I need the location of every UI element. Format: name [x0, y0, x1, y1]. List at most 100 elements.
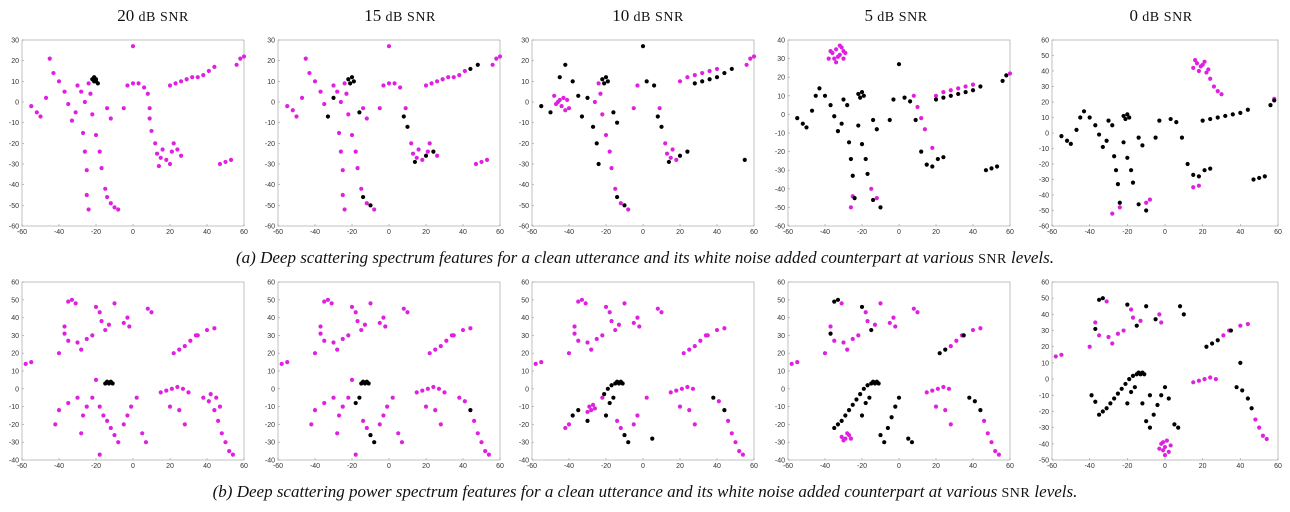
- noisy-point: [698, 338, 703, 343]
- noisy-point: [1115, 331, 1121, 336]
- clean-point: [611, 110, 616, 115]
- noisy-point: [23, 361, 28, 366]
- clean-point: [652, 83, 657, 88]
- noisy-point: [911, 93, 916, 98]
- clean-point: [650, 436, 655, 441]
- noisy-point: [635, 315, 640, 320]
- y-tick-label: 0: [15, 386, 19, 393]
- noisy-point: [1110, 341, 1115, 346]
- y-tick-label: 50: [1041, 53, 1049, 60]
- noisy-point: [84, 336, 89, 342]
- y-tick-label: -10: [265, 120, 275, 127]
- noisy-point: [186, 390, 191, 395]
- y-tick-label: -60: [775, 224, 785, 231]
- clean-point: [804, 125, 809, 130]
- noisy-point: [839, 301, 844, 306]
- noisy-point: [175, 384, 180, 390]
- noisy-point: [644, 395, 649, 400]
- y-tick-label: 30: [1041, 328, 1049, 335]
- noisy-point: [344, 91, 349, 96]
- noisy-point: [149, 128, 154, 134]
- noisy-point: [714, 327, 720, 333]
- noisy-point: [1053, 354, 1058, 359]
- noisy-point: [948, 88, 953, 93]
- clean-point: [1093, 326, 1098, 332]
- x-tick-label: -20: [601, 463, 611, 470]
- noisy-point: [381, 413, 386, 418]
- clean-point: [95, 81, 100, 86]
- y-tick-label: 0: [15, 100, 19, 107]
- noisy-point: [919, 116, 924, 121]
- noisy-point: [473, 161, 479, 167]
- clean-point: [93, 77, 99, 82]
- y-tick-label: -10: [519, 404, 529, 411]
- y-tick-label: 20: [267, 58, 275, 65]
- noisy-point: [438, 422, 443, 427]
- noisy-point: [948, 422, 953, 427]
- noisy-point: [607, 310, 612, 315]
- noisy-point: [1168, 443, 1173, 448]
- noisy-point: [121, 320, 126, 326]
- clean-point: [924, 162, 929, 167]
- y-tick-label: 0: [781, 112, 785, 119]
- y-tick-label: -20: [1039, 162, 1049, 169]
- clean-point: [615, 120, 620, 125]
- noisy-point: [751, 54, 757, 59]
- clean-point: [1132, 385, 1137, 390]
- y-tick-label: 0: [525, 386, 529, 393]
- clean-point: [1138, 372, 1143, 377]
- noisy-point: [335, 347, 340, 352]
- noisy-point: [69, 118, 75, 123]
- y-tick-label: 0: [271, 100, 275, 107]
- x-tick-label: -20: [1122, 229, 1132, 236]
- clean-point: [692, 81, 697, 86]
- noisy-point: [147, 106, 152, 111]
- y-tick-label: 20: [11, 58, 19, 65]
- clean-point: [1179, 135, 1185, 140]
- y-tick-label: -50: [1039, 208, 1049, 215]
- noisy-point: [241, 54, 247, 59]
- noisy-point: [1087, 344, 1092, 349]
- y-tick-label: 40: [777, 315, 785, 322]
- noisy-point: [996, 452, 1001, 457]
- x-tick-label: 40: [713, 463, 721, 470]
- noisy-point: [451, 75, 456, 80]
- clean-point: [110, 381, 115, 386]
- clean-point: [828, 103, 833, 108]
- clean-point: [989, 166, 994, 171]
- clean-point: [858, 95, 863, 100]
- noisy-point: [566, 422, 572, 427]
- plot-frame: [531, 39, 755, 227]
- noisy-point: [590, 402, 596, 407]
- x-tick-label: -20: [1122, 463, 1132, 470]
- x-tick-label: 40: [459, 463, 467, 470]
- x-tick-label: -60: [527, 229, 537, 236]
- noisy-point: [956, 86, 961, 91]
- clean-point: [711, 395, 716, 400]
- y-tick-label: -40: [265, 458, 275, 465]
- y-tick-label: 10: [267, 369, 275, 376]
- noisy-point: [359, 327, 364, 333]
- noisy-point: [105, 194, 110, 200]
- noisy-point: [583, 301, 588, 306]
- y-tick-label: -40: [519, 458, 529, 465]
- clean-point: [1125, 155, 1130, 160]
- noisy-point: [483, 449, 488, 454]
- clean-point: [835, 129, 841, 134]
- clean-point: [896, 62, 902, 67]
- noisy-point: [479, 159, 484, 165]
- scatter-panel-a-5db: -60 -40 -20 0 20 40 60 40 30 20 10 0 -10 -20 -30 -40 -50…: [775, 38, 1014, 237]
- clean-point: [854, 397, 859, 402]
- y-tick-label: 50: [521, 297, 529, 304]
- noisy-point: [600, 333, 605, 338]
- y-tick-label: 20: [11, 351, 19, 358]
- noisy-point: [143, 440, 149, 445]
- clean-point: [1127, 376, 1132, 382]
- clean-point: [872, 381, 878, 386]
- clean-point: [1200, 118, 1205, 123]
- column-title-5db: 5 dB SNR: [864, 6, 928, 25]
- x-tick-label: 40: [203, 463, 211, 470]
- noisy-point: [941, 89, 946, 95]
- noisy-point: [212, 64, 217, 69]
- noisy-point: [121, 106, 126, 111]
